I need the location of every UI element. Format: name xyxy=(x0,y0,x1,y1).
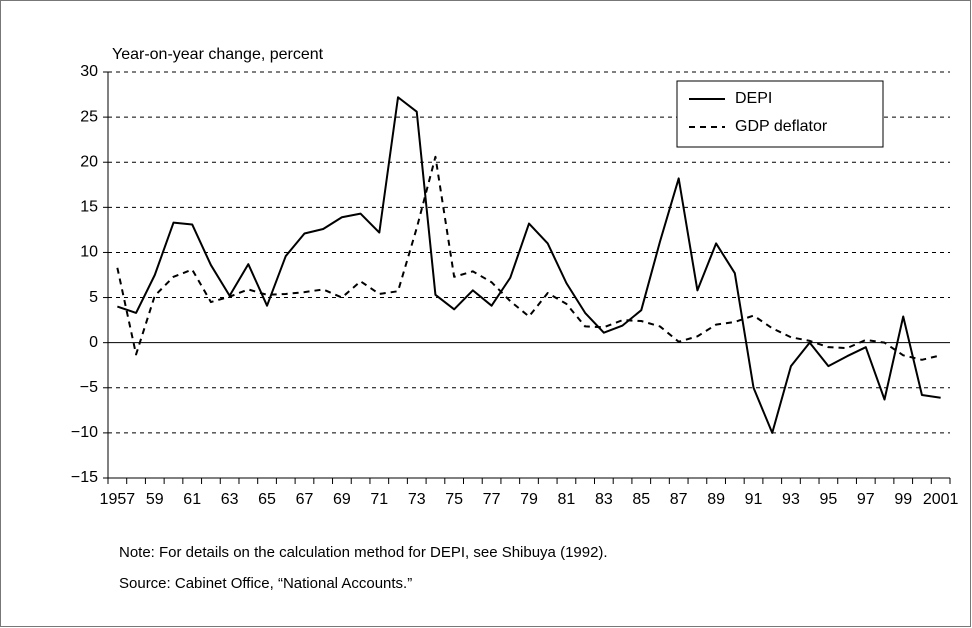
y-tick-label: 10 xyxy=(80,244,98,261)
x-tick-label: 87 xyxy=(670,491,688,508)
x-tick-label: 73 xyxy=(408,491,426,508)
y-tick-label: 0 xyxy=(89,334,98,351)
y-tick-label: 15 xyxy=(80,199,98,216)
x-tick-label: 91 xyxy=(745,491,763,508)
x-tick-label: 67 xyxy=(296,491,314,508)
y-tick-label: −15 xyxy=(71,469,98,486)
x-tick-label: 79 xyxy=(520,491,538,508)
x-tick-label: 85 xyxy=(632,491,650,508)
legend-box xyxy=(676,80,884,148)
x-tick-label: 61 xyxy=(183,491,201,508)
x-tick-label: 59 xyxy=(146,491,164,508)
x-tick-label: 2001 xyxy=(923,491,959,508)
x-tick-label: 63 xyxy=(221,491,239,508)
series-line xyxy=(117,96,941,434)
y-tick-label: 5 xyxy=(89,289,98,306)
x-tick-label: 99 xyxy=(894,491,912,508)
x-tick-label: 71 xyxy=(370,491,388,508)
x-tick-label: 97 xyxy=(857,491,875,508)
y-tick-label: −5 xyxy=(80,379,98,396)
x-tick-label: 95 xyxy=(819,491,837,508)
legend-label: GDP deflator xyxy=(735,118,828,135)
x-tick-label: 69 xyxy=(333,491,351,508)
x-tick-label: 77 xyxy=(483,491,501,508)
series-line xyxy=(116,155,941,361)
note: Note: For details on the calculation met… xyxy=(119,544,608,561)
x-tick-label: 75 xyxy=(445,491,463,508)
x-tick-label: 1957 xyxy=(100,491,136,508)
y-axis-label: Year-on-year change, percent xyxy=(112,46,324,63)
x-tick-label: 83 xyxy=(595,491,613,508)
x-tick-label: 89 xyxy=(707,491,725,508)
x-tick-label: 65 xyxy=(258,491,276,508)
y-tick-label: −10 xyxy=(71,424,98,441)
source: Source: Cabinet Office, “National Accoun… xyxy=(119,575,412,592)
x-tick-label: 93 xyxy=(782,491,800,508)
legend-label: DEPI xyxy=(735,90,772,107)
y-tick-label: 20 xyxy=(80,153,98,170)
x-tick-label: 81 xyxy=(558,491,576,508)
y-tick-label: 25 xyxy=(80,108,98,125)
y-tick-label: 30 xyxy=(80,63,98,80)
